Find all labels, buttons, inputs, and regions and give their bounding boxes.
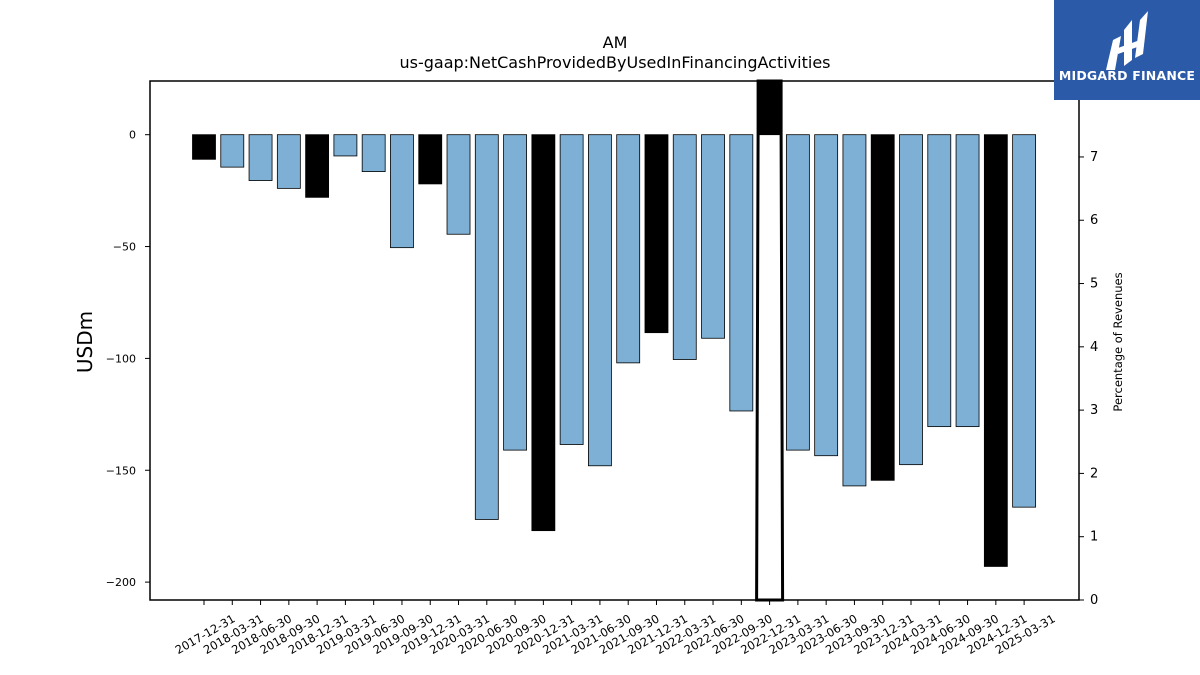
bar-2022-03-31 <box>672 134 697 360</box>
bar-2018-12-31 <box>305 134 330 198</box>
bar-2020-06-30 <box>474 134 499 520</box>
y-axis-label: USDm <box>73 311 97 373</box>
bar-2020-12-31 <box>531 134 556 532</box>
plot-frame <box>149 80 1080 601</box>
bar-2022-12-31 <box>757 80 782 136</box>
y2-ticks: 0 1 2 3 4 5 6 7 <box>1079 150 1098 608</box>
bar-2024-12-31 <box>983 134 1008 567</box>
bar-2018-06-30 <box>248 134 273 181</box>
bar-2022-09-30 <box>729 134 754 412</box>
y2-tick-label: 2 <box>1090 466 1098 481</box>
bar-2020-03-31 <box>446 134 471 235</box>
brand-logo: MIDGARD FINANCE <box>1054 0 1200 100</box>
bar-2019-03-31 <box>333 134 358 157</box>
x-ticks: 2017-12-312018-03-312018-06-302018-09-30… <box>173 600 1058 657</box>
bar-2021-09-30 <box>616 134 641 364</box>
y-tick-label: 0 <box>129 129 136 142</box>
bar-2020-09-30 <box>503 134 527 451</box>
y-ticks: 0 −50 −100 −150 −200 <box>106 129 150 589</box>
y2-tick-label: 5 <box>1090 277 1098 292</box>
y2-tick-label: 6 <box>1090 213 1098 228</box>
bar-2023-09-30 <box>842 134 867 487</box>
bar-2023-12-31 <box>870 134 895 481</box>
chart-subtitle: us-gaap:NetCashProvidedByUsedInFinancing… <box>399 53 830 72</box>
y-tick-label: −100 <box>106 352 136 365</box>
bar-2018-09-30 <box>276 134 301 189</box>
bar-2024-06-30 <box>927 134 952 428</box>
y2-tick-label: 0 <box>1090 593 1098 608</box>
y2-tick-label: 1 <box>1090 530 1098 545</box>
chart-title: AM <box>603 33 628 52</box>
bar-2018-03-31 <box>220 134 245 168</box>
brand-name: MIDGARD FINANCE <box>1058 68 1196 83</box>
y2-axis-label: Percentage of Revenues <box>1111 272 1125 411</box>
bar-2019-12-31 <box>418 134 443 185</box>
bar-2024-09-30 <box>955 134 980 428</box>
bar-2023-03-31 <box>785 134 810 451</box>
midgard-logo-icon <box>1106 11 1148 70</box>
bar-2024-03-31 <box>899 134 923 466</box>
bar-2022-06-30 <box>701 134 725 339</box>
bar-2023-06-30 <box>814 134 839 457</box>
bar-2025-03-31 <box>1012 134 1037 508</box>
y2-tick-label: 3 <box>1090 403 1098 418</box>
y-tick-label: −50 <box>113 241 136 254</box>
bar-2019-06-30 <box>361 134 386 173</box>
bar-2021-03-31 <box>559 134 584 445</box>
y-tick-label: −200 <box>106 576 136 589</box>
y2-tick-label: 4 <box>1090 340 1098 355</box>
bar-2019-09-30 <box>390 134 414 249</box>
bar-spike-2022-12-31 <box>755 79 785 602</box>
bars <box>192 79 1037 602</box>
bar-2021-06-30 <box>588 134 612 467</box>
y-tick-label: −150 <box>106 464 136 477</box>
bar-2017-12-31 <box>192 134 216 160</box>
bar-2021-12-31 <box>644 134 669 334</box>
y2-tick-label: 7 <box>1090 150 1098 165</box>
